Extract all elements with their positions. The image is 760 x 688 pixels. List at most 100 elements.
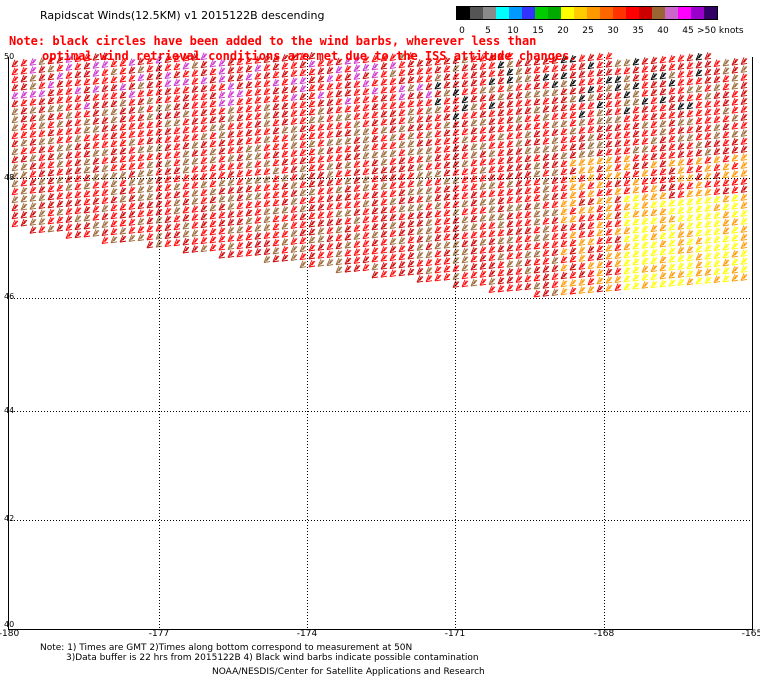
wind-barb bbox=[470, 262, 478, 271]
wind-barb bbox=[182, 245, 190, 254]
wind-barb bbox=[596, 236, 604, 245]
lat-label: 44 bbox=[4, 406, 15, 415]
wind-barb bbox=[731, 121, 739, 130]
wind-barb bbox=[83, 117, 91, 126]
wind-barb bbox=[407, 235, 415, 244]
wind-barb bbox=[488, 269, 496, 278]
wind-barb bbox=[317, 115, 325, 123]
wind-barb bbox=[11, 195, 19, 204]
wind-barb bbox=[290, 85, 298, 93]
wind-barb bbox=[434, 161, 442, 170]
wind-barb bbox=[641, 113, 649, 121]
wind-barb bbox=[146, 216, 154, 225]
wind-barb bbox=[272, 230, 280, 239]
wind-barb bbox=[227, 66, 235, 74]
wind-barb bbox=[407, 171, 415, 180]
wind-barb bbox=[326, 258, 334, 267]
wind-barb bbox=[605, 116, 613, 124]
wind-barb bbox=[236, 73, 244, 82]
wind-barb bbox=[497, 180, 505, 189]
wind-barb bbox=[416, 267, 424, 275]
wind-barb bbox=[101, 164, 109, 173]
wind-barb bbox=[47, 192, 55, 201]
wind-barb bbox=[686, 141, 694, 150]
wind-barb bbox=[398, 220, 406, 229]
wind-barb bbox=[596, 204, 604, 213]
wind-barb bbox=[524, 90, 532, 99]
wind-barb bbox=[425, 226, 433, 235]
wind-barb bbox=[227, 250, 235, 258]
wind-barb bbox=[119, 58, 127, 67]
wind-barb bbox=[641, 89, 649, 97]
wind-barb bbox=[110, 147, 118, 156]
wind-barb bbox=[479, 174, 487, 182]
wind-barb bbox=[452, 136, 460, 144]
wind-barb bbox=[371, 198, 379, 207]
wind-barb bbox=[506, 75, 514, 84]
wind-barb bbox=[560, 263, 568, 272]
wind-barb bbox=[479, 166, 487, 174]
wind-barb bbox=[137, 177, 145, 186]
wind-barb bbox=[560, 55, 568, 64]
wind-barb bbox=[470, 142, 478, 151]
wind-barb bbox=[722, 258, 730, 267]
wind-barb bbox=[479, 254, 487, 262]
wind-barb bbox=[425, 242, 433, 251]
wind-barb bbox=[362, 191, 370, 200]
wind-barb bbox=[551, 112, 559, 121]
wind-barb bbox=[677, 78, 685, 86]
wind-barb bbox=[614, 195, 622, 203]
wind-barb bbox=[713, 99, 721, 108]
wind-barb bbox=[569, 230, 577, 239]
wind-barb bbox=[74, 198, 82, 207]
wind-barb bbox=[560, 159, 568, 168]
wind-barb bbox=[173, 70, 181, 79]
wind-barb bbox=[110, 59, 118, 68]
wind-barb bbox=[659, 143, 667, 152]
wind-barb bbox=[569, 214, 577, 223]
wind-barb bbox=[200, 148, 208, 157]
wind-barb bbox=[272, 110, 280, 119]
wind-barb bbox=[641, 249, 649, 257]
wind-barb bbox=[569, 102, 577, 111]
wind-barb bbox=[119, 154, 127, 163]
wind-barb bbox=[551, 216, 559, 225]
wind-barb bbox=[74, 126, 82, 135]
wind-barb bbox=[56, 167, 64, 176]
wind-barb bbox=[389, 221, 397, 229]
wind-barb bbox=[551, 88, 559, 97]
wind-barb bbox=[245, 144, 253, 153]
wind-barb bbox=[389, 253, 397, 261]
wind-barb bbox=[704, 204, 712, 212]
wind-barb bbox=[623, 274, 631, 283]
wind-barb bbox=[335, 209, 343, 218]
wind-barb bbox=[83, 101, 91, 110]
wind-barb bbox=[650, 88, 658, 97]
wind-barb bbox=[668, 79, 676, 87]
wind-barb bbox=[704, 172, 712, 180]
wind-barb bbox=[110, 107, 118, 116]
wind-barb bbox=[101, 148, 109, 157]
wind-barb bbox=[686, 245, 694, 254]
wind-barb bbox=[614, 179, 622, 187]
wind-barb bbox=[632, 225, 640, 234]
wind-barb bbox=[542, 193, 550, 201]
wind-barb bbox=[740, 145, 748, 153]
wind-barb bbox=[722, 218, 730, 227]
wind-barb bbox=[164, 223, 172, 231]
wind-barb bbox=[659, 239, 667, 248]
wind-barb bbox=[164, 167, 172, 175]
wind-barb bbox=[299, 148, 307, 157]
wind-barb bbox=[596, 180, 604, 189]
wind-barb bbox=[281, 229, 289, 238]
wind-barb bbox=[488, 77, 496, 86]
wind-barb bbox=[587, 157, 595, 166]
wind-barb bbox=[209, 91, 217, 100]
wind-barb bbox=[155, 104, 163, 112]
wind-barb bbox=[110, 91, 118, 100]
wind-barb bbox=[281, 189, 289, 198]
wind-barb bbox=[353, 96, 361, 104]
wind-barb bbox=[56, 95, 64, 104]
wind-barb bbox=[713, 179, 721, 188]
wind-barb bbox=[38, 185, 46, 194]
